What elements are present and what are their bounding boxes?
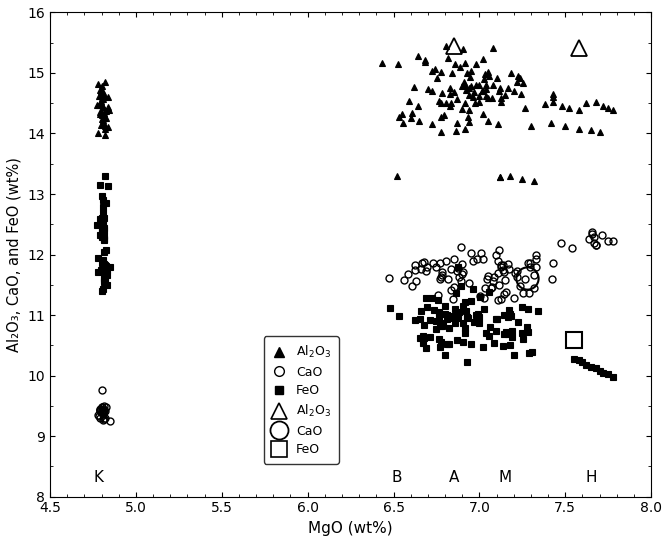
Text: K: K (93, 470, 103, 484)
Text: H: H (585, 470, 597, 484)
Text: A: A (448, 470, 459, 484)
Legend: Al$_2$O$_3$, CaO, FeO, Al$_2$O$_3$, CaO, FeO: Al$_2$O$_3$, CaO, FeO, Al$_2$O$_3$, CaO,… (264, 337, 339, 464)
Text: M: M (498, 470, 512, 484)
Y-axis label: Al₂O₃, CaO, and FeO (wt%): Al₂O₃, CaO, and FeO (wt%) (7, 157, 22, 352)
X-axis label: MgO (wt%): MgO (wt%) (308, 521, 393, 536)
Text: B: B (391, 470, 402, 484)
